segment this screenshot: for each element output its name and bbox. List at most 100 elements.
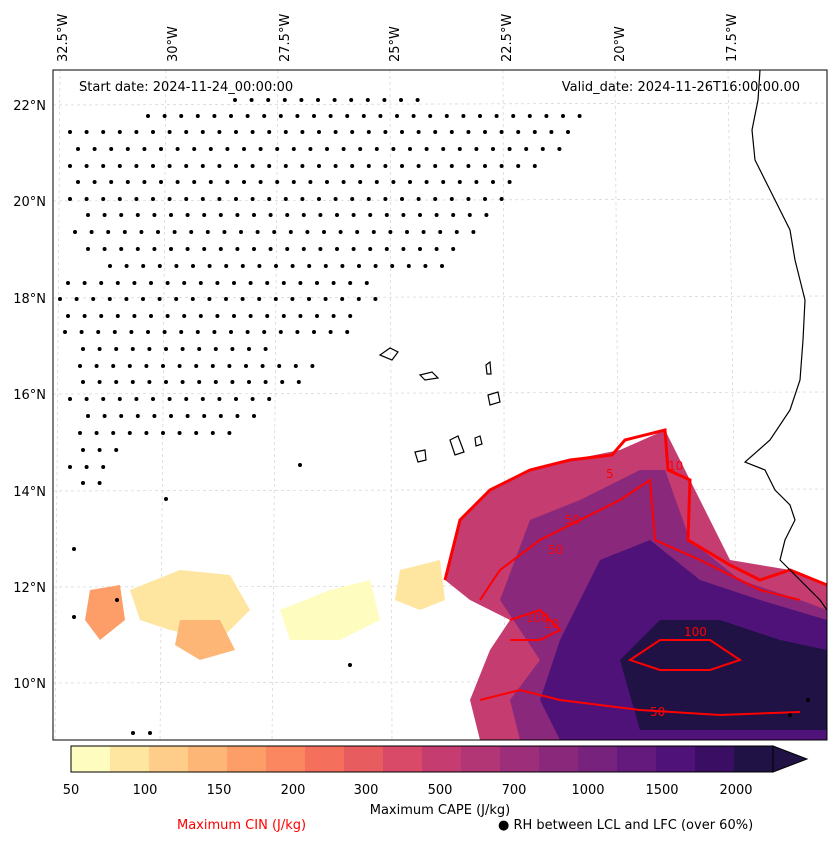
rh-dot	[298, 463, 302, 467]
rh-dot	[132, 314, 137, 318]
rh-dot	[139, 230, 144, 234]
lat-label: 14°N	[13, 485, 46, 500]
rh-dot	[239, 230, 243, 234]
rh-dot	[305, 230, 310, 234]
colorbar-segment	[461, 746, 501, 772]
rh-dot	[102, 213, 107, 217]
rh-dot	[167, 164, 172, 168]
rh-dot	[144, 364, 149, 368]
rh-dot	[281, 281, 286, 285]
rh-dot	[134, 397, 139, 401]
rh-dot	[328, 114, 333, 118]
rh-dot	[106, 230, 111, 234]
rh-dot	[312, 114, 316, 118]
rh-dot	[293, 364, 298, 368]
cape-patch-west-4	[175, 620, 235, 660]
rh-dot	[132, 281, 137, 285]
rh-dot	[516, 164, 521, 168]
rh-dot	[295, 330, 300, 334]
rh-dot	[275, 147, 280, 151]
rh-dot	[788, 713, 792, 717]
rh-dot	[119, 247, 124, 251]
rh-dot	[267, 397, 272, 401]
rh-dot	[108, 264, 112, 268]
rh-dot	[278, 114, 283, 118]
rh-dot	[312, 330, 316, 334]
rh-dot	[217, 397, 222, 401]
rh-dot	[227, 364, 232, 368]
rh-dot	[351, 213, 356, 217]
latitude-labels: 22°N 20°N 18°N 16°N 14°N 12°N 10°N	[13, 99, 46, 692]
rh-dot	[491, 180, 495, 184]
rh-dot	[296, 380, 301, 384]
rh-dot	[134, 197, 139, 201]
rh-dot	[117, 197, 122, 201]
rh-dot	[441, 180, 446, 184]
rh-dot	[124, 297, 129, 301]
rh-dot	[190, 297, 195, 301]
lat-label: 18°N	[13, 292, 46, 307]
cin-contour-label: 50	[565, 513, 580, 527]
rh-dot	[215, 281, 220, 285]
colorbar-segment	[422, 746, 462, 772]
rh-dot	[97, 481, 102, 485]
rh-dot	[357, 264, 361, 268]
rh-dot	[114, 380, 119, 384]
rh-dot	[499, 197, 504, 201]
rh-dot	[227, 431, 232, 435]
rh-dot	[390, 264, 395, 268]
cin-contour-label: 100	[684, 625, 707, 639]
cape-colorbar	[70, 745, 809, 773]
rh-dot	[273, 297, 278, 301]
rh-dot	[174, 297, 179, 301]
rh-dot	[184, 397, 189, 401]
rh-dot	[248, 281, 253, 285]
rh-dot	[373, 264, 378, 268]
rh-dot	[135, 247, 140, 251]
rh-dot	[91, 297, 96, 301]
rh-dot	[368, 247, 373, 251]
rh-dot	[97, 347, 102, 351]
rh-dot	[240, 264, 245, 268]
rh-dot	[323, 297, 328, 301]
rh-dot	[349, 98, 354, 102]
rh-dot	[249, 98, 254, 102]
rh-dot	[341, 147, 346, 151]
rh-dot	[345, 330, 350, 334]
rh-dot	[491, 147, 495, 151]
rh-dot	[96, 330, 101, 334]
rh-dot	[234, 130, 238, 134]
rh-dot	[197, 347, 202, 351]
rh-dot	[152, 213, 157, 217]
cin-contour-inner	[479, 478, 801, 601]
rh-dot	[283, 164, 288, 168]
rh-dot	[384, 247, 389, 251]
rh-dot	[68, 164, 72, 168]
rh-dot	[544, 114, 549, 118]
cape-verde-island-1	[378, 347, 399, 361]
rh-dot	[101, 197, 106, 201]
colorbar-tick-labels: 50 100 150 200 300 500 700 1000 1500 200…	[63, 783, 753, 798]
colorbar-tick-label: 1500	[645, 783, 678, 798]
rh-dot	[184, 197, 189, 201]
rh-dot	[566, 130, 570, 134]
rh-dot	[323, 264, 328, 268]
colorbar-segment	[695, 746, 735, 772]
rh-dot	[301, 247, 306, 251]
rh-dot	[185, 414, 190, 418]
rh-dot	[483, 164, 487, 168]
rh-dot	[122, 230, 127, 234]
rh-dot	[449, 164, 454, 168]
rh-dot	[144, 431, 149, 435]
rh-dot	[288, 230, 293, 234]
rh-dot	[213, 347, 218, 351]
rh-dot	[516, 130, 521, 134]
africa-coastline	[743, 70, 827, 611]
rh-dot	[356, 297, 361, 301]
rh-dot	[81, 481, 85, 485]
map-frame	[52, 69, 828, 741]
cin-contour-south	[479, 688, 801, 717]
rh-dot	[89, 230, 94, 234]
rh-dot	[511, 114, 516, 118]
rh-dot	[167, 397, 172, 401]
